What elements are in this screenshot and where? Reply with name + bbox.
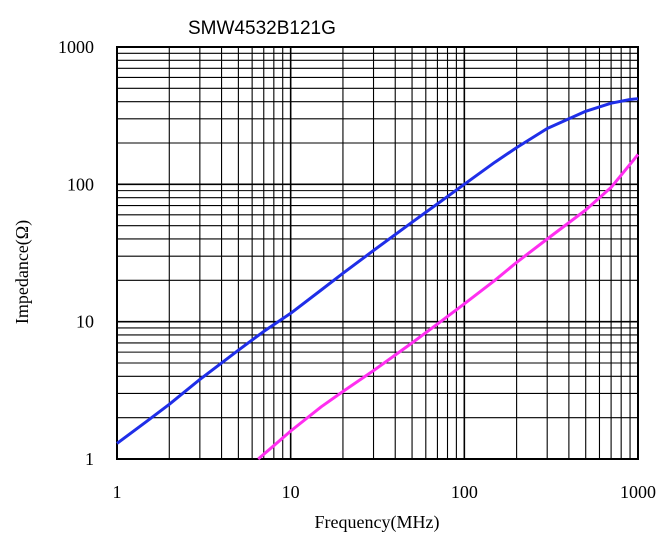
y-tick-label: 100 <box>67 174 94 194</box>
y-tick-label: 1 <box>85 449 94 469</box>
y-tick-label: 1000 <box>58 37 94 57</box>
x-tick-label: 1000 <box>620 482 656 502</box>
x-tick-label: 10 <box>282 482 300 502</box>
y-tick-labels: 1 10 100 1000 <box>58 37 94 469</box>
grid <box>116 47 638 460</box>
series-2-line <box>257 153 640 461</box>
plot-frame <box>116 46 639 460</box>
x-tick-label: 100 <box>451 482 478 502</box>
chart-title: SMW4532B121G <box>188 18 336 39</box>
x-axis-label: Frequency(MHz) <box>315 512 440 533</box>
x-tick-labels: 1 10 100 1000 <box>113 482 657 502</box>
series-layer <box>116 97 640 461</box>
series-1-line <box>116 97 639 445</box>
y-tick-label: 10 <box>76 312 94 332</box>
y-axis-label: Impedance(Ω) <box>12 220 33 324</box>
x-tick-label: 1 <box>113 482 122 502</box>
